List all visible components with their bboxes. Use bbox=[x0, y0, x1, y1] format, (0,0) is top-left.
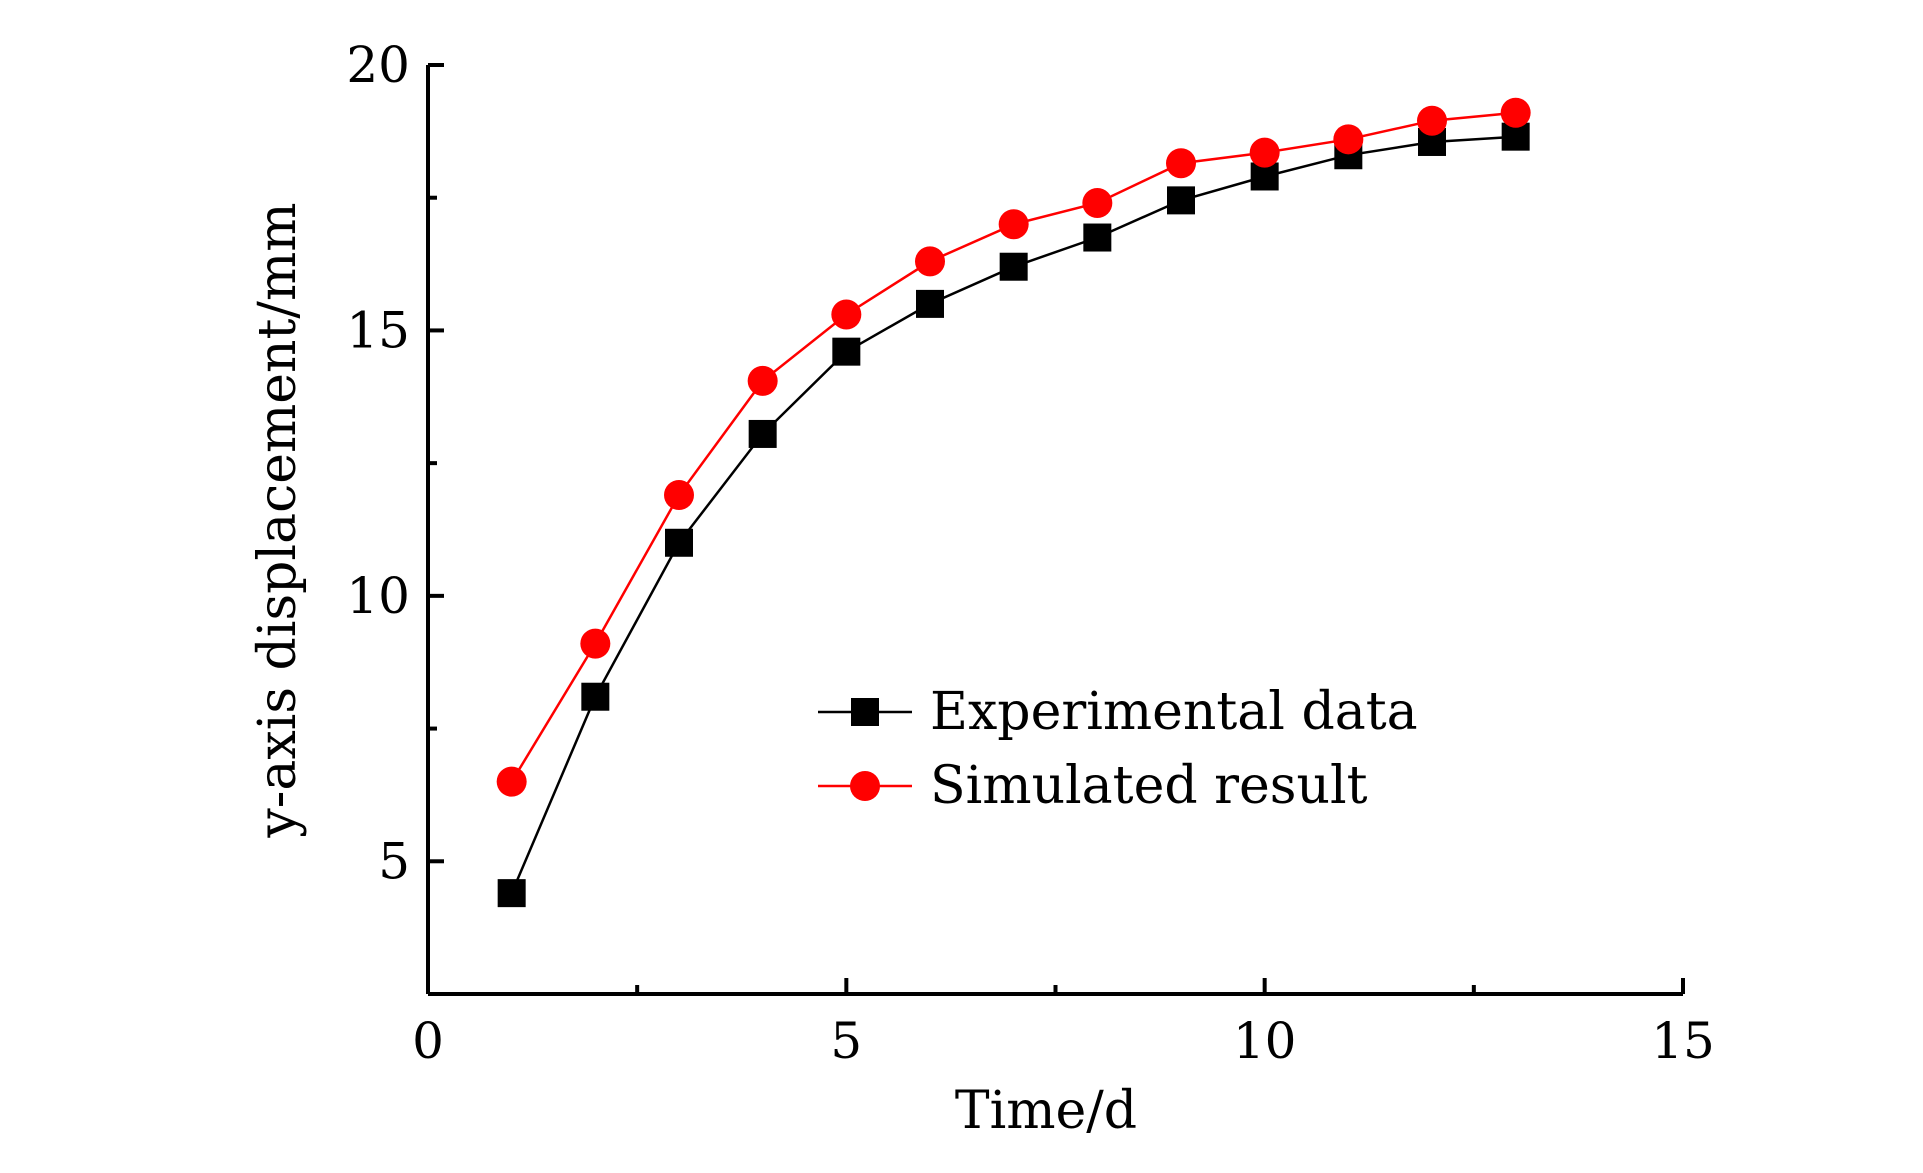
data-point-circle bbox=[1333, 124, 1364, 155]
data-point-square bbox=[665, 528, 693, 557]
data-point-circle bbox=[915, 246, 945, 277]
legend-label: Simulated result bbox=[930, 756, 1368, 816]
data-point-circle bbox=[1500, 97, 1531, 128]
data-point-square bbox=[999, 252, 1028, 281]
legend: Experimental data Simulated result bbox=[818, 682, 1418, 816]
data-point-circle bbox=[1249, 137, 1280, 168]
data-point-circle bbox=[496, 766, 527, 797]
data-point-circle bbox=[998, 209, 1029, 240]
data-point-circle bbox=[1166, 148, 1196, 179]
data-point-circle bbox=[831, 299, 862, 330]
series-experimental bbox=[497, 122, 1530, 908]
series-layer bbox=[496, 97, 1531, 908]
x-axis-title: Time/d bbox=[955, 1081, 1137, 1141]
y-tick-label: 5 bbox=[378, 832, 410, 890]
series-simulated bbox=[496, 97, 1531, 797]
x-tick-label: 0 bbox=[412, 1012, 444, 1070]
x-tick-label: 15 bbox=[1651, 1012, 1715, 1070]
data-point-circle bbox=[1082, 188, 1113, 219]
legend-marker-square bbox=[851, 698, 879, 726]
data-point-square bbox=[916, 289, 944, 318]
legend-marker-circle bbox=[850, 771, 880, 801]
y-axis-title: y-axis displacement/mm bbox=[248, 202, 308, 838]
x-tick-label: 5 bbox=[830, 1012, 862, 1070]
data-point-square bbox=[832, 337, 861, 366]
data-point-circle bbox=[747, 365, 778, 396]
data-point-square bbox=[1083, 223, 1112, 252]
y-tick-label: 10 bbox=[346, 567, 410, 625]
data-point-square bbox=[497, 879, 526, 908]
data-point-circle bbox=[1417, 105, 1447, 136]
data-point-circle bbox=[580, 628, 611, 659]
data-point-square bbox=[1167, 186, 1195, 215]
data-point-circle bbox=[664, 479, 694, 510]
legend-label: Experimental data bbox=[930, 682, 1418, 742]
x-tick-label: 10 bbox=[1233, 1012, 1297, 1070]
data-point-square bbox=[748, 419, 777, 448]
data-point-square bbox=[581, 682, 610, 711]
axes: 0 5 10 15 5 10 15 20 bbox=[346, 36, 1714, 1070]
y-tick-label: 15 bbox=[346, 301, 410, 359]
y-tick-label: 20 bbox=[346, 36, 410, 94]
